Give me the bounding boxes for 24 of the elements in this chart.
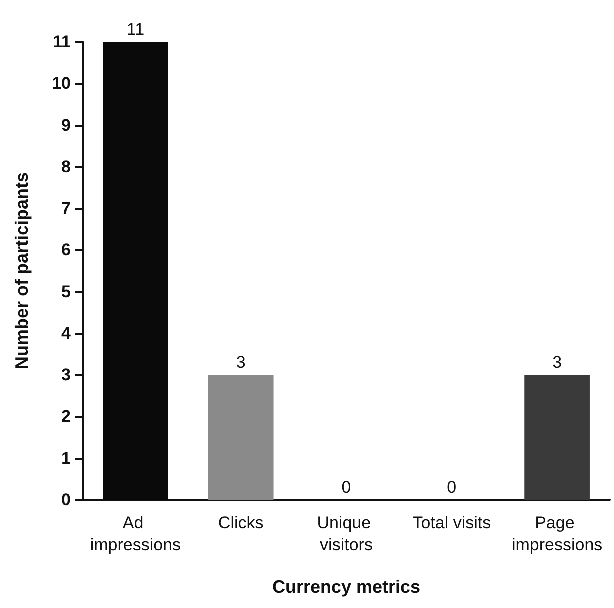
y-tick-label: 5 — [62, 282, 71, 302]
data-label: 0 — [342, 478, 352, 497]
y-tick-label: 0 — [62, 490, 71, 510]
y-tick-label: 11 — [53, 32, 71, 52]
data-label: 11 — [126, 20, 145, 39]
y-tick-label: 8 — [62, 157, 71, 176]
x-tick-label: Clicks — [218, 514, 264, 532]
x-tick-label: Unique visitors — [317, 514, 376, 554]
y-tick-label: 10 — [52, 74, 71, 94]
x-tick-label: Ad impressions — [90, 514, 182, 554]
y-tick-label: 3 — [62, 366, 71, 385]
y-tick-label: 4 — [62, 324, 72, 343]
y-tick-label: 7 — [62, 199, 71, 218]
data-label: 3 — [552, 353, 562, 372]
y-axis-title: Number of participants — [12, 172, 32, 370]
y-tick-label: 1 — [62, 448, 71, 468]
x-tick-label: Page impressions — [512, 514, 603, 554]
data-label: 3 — [236, 353, 246, 372]
y-tick-label: 9 — [62, 116, 71, 135]
y-tick-label: 6 — [62, 240, 71, 260]
x-axis-title: Currency metrics — [272, 577, 421, 597]
data-label: 0 — [447, 478, 457, 497]
x-tick-label: Total visits — [412, 514, 492, 532]
y-tick-label: 2 — [62, 407, 71, 426]
